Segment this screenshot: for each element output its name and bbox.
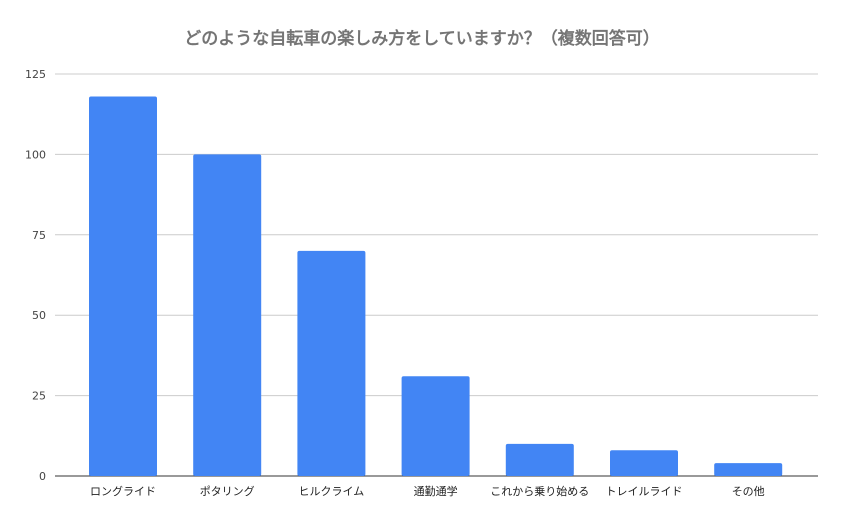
y-tick-label: 75 [32, 229, 46, 242]
x-tick-label: トレイルライド [606, 485, 683, 498]
bar [297, 250, 366, 476]
bar [610, 450, 678, 476]
bars [89, 96, 783, 477]
x-tick-label: その他 [732, 485, 765, 498]
y-tick-label: 25 [32, 390, 46, 403]
y-tick-label: 100 [25, 148, 46, 161]
y-axis-ticks: 0 25 50 75 100 125 [25, 68, 46, 483]
x-tick-label: 通勤通学 [414, 484, 458, 498]
x-tick-label: これから乗り始める [490, 484, 589, 498]
x-tick-label: ヒルクライム [299, 485, 365, 498]
x-tick-label: ロングライド [90, 484, 156, 498]
bar [714, 463, 783, 476]
y-tick-label: 125 [25, 68, 46, 81]
y-tick-label: 50 [32, 309, 46, 322]
y-tick-label: 0 [39, 470, 46, 483]
bar [89, 96, 157, 477]
x-axis-labels: ロングライド ポタリング ヒルクライム 通勤通学 これから乗り始める トレイルライド その他 [90, 484, 765, 498]
gridlines [55, 73, 818, 477]
bar [401, 376, 470, 476]
bar [505, 443, 574, 476]
chart-title: どのような自転車の楽しみ方をしていますか？（複数回答可） [184, 28, 660, 49]
bar [193, 154, 262, 476]
x-tick-label: ポタリング [200, 484, 255, 498]
